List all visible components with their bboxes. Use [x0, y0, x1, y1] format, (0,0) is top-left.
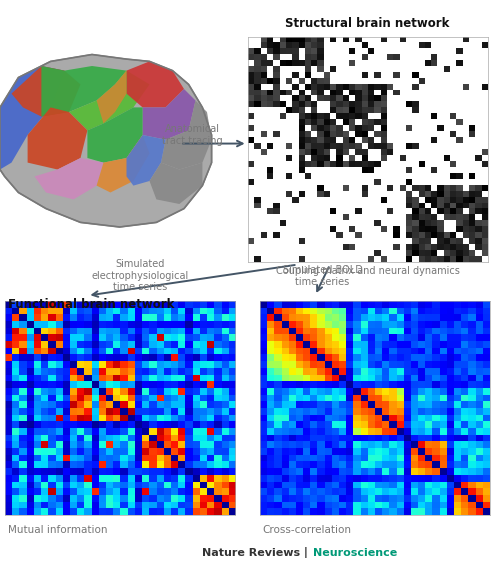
Polygon shape	[126, 61, 184, 108]
Text: Simulated BOLD
time series: Simulated BOLD time series	[282, 265, 362, 287]
Polygon shape	[34, 158, 103, 199]
Polygon shape	[69, 70, 150, 131]
Polygon shape	[96, 70, 126, 123]
Polygon shape	[126, 135, 166, 186]
Text: Functional brain network: Functional brain network	[8, 298, 174, 311]
Polygon shape	[96, 135, 150, 193]
Text: Anatomical
tract tracing: Anatomical tract tracing	[162, 124, 223, 146]
Polygon shape	[142, 89, 196, 140]
Text: Nature Reviews: Nature Reviews	[202, 548, 300, 558]
Polygon shape	[28, 108, 88, 169]
Polygon shape	[150, 163, 203, 204]
Polygon shape	[42, 66, 126, 117]
Text: Neuroscience: Neuroscience	[312, 548, 397, 558]
Text: Simulated
electrophysiological
time series: Simulated electrophysiological time seri…	[92, 260, 188, 292]
Polygon shape	[12, 66, 80, 117]
Text: |: |	[300, 547, 312, 558]
Polygon shape	[161, 101, 212, 169]
Text: Structural brain network: Structural brain network	[286, 17, 450, 30]
Text: Mutual information: Mutual information	[8, 525, 107, 535]
Text: Coupling matrix and neural dynamics: Coupling matrix and neural dynamics	[276, 266, 460, 276]
Text: Cross-correlation: Cross-correlation	[262, 525, 352, 535]
Polygon shape	[0, 55, 212, 227]
Polygon shape	[0, 66, 64, 169]
Polygon shape	[88, 108, 142, 163]
